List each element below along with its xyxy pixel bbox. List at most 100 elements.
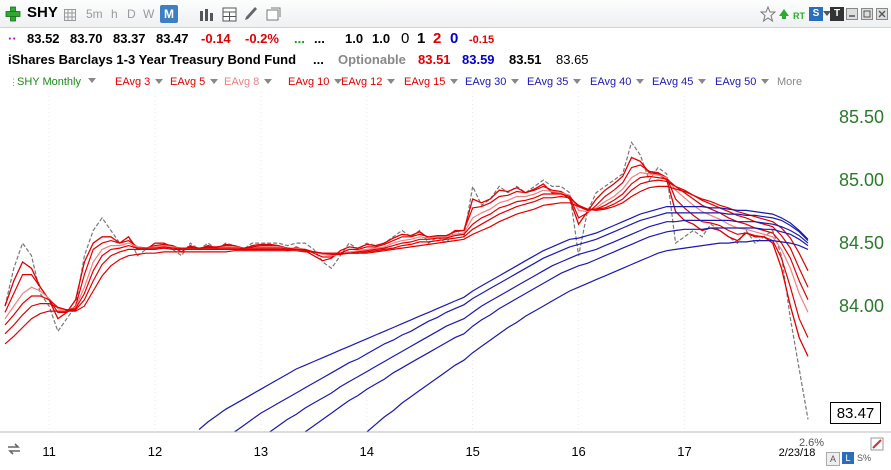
legend-dropdown-icon[interactable]	[387, 79, 395, 85]
s-dropdown-icon[interactable]	[823, 11, 831, 17]
high-value: 83.70	[70, 31, 103, 46]
price-chart[interactable]: 85.50 85.00 84.50 84.00 11 12 13 14 15 16 17 2/23/…	[0, 92, 891, 470]
legend-item-eavg[interactable]: EAvg 30	[465, 76, 507, 88]
t-badge[interactable]: T	[830, 7, 844, 21]
optionable-label: Optionable	[338, 52, 406, 67]
legend-dropdown-icon[interactable]	[450, 79, 458, 85]
x-tick-label: 17	[677, 444, 691, 459]
s-badge[interactable]: S	[809, 7, 823, 21]
timeframe-d[interactable]: D	[127, 7, 136, 21]
change-pct-value: -0.2%	[245, 31, 279, 46]
note-icon[interactable]	[266, 7, 281, 21]
y-tick-label: 84.00	[839, 296, 884, 316]
l-toggle[interactable]: L	[842, 452, 854, 464]
quote-row: ·· 83.52 83.70 83.37 83.47 -0.14 -0.2% .…	[0, 30, 891, 51]
x-tick-label: 11	[42, 444, 56, 459]
eavg-line	[304, 227, 809, 433]
legend-item-eavg[interactable]: EAvg 40	[590, 76, 632, 88]
bid-value: 83.51	[418, 52, 451, 67]
legend-more-button[interactable]: More	[777, 76, 803, 88]
count-1: 1	[417, 30, 426, 47]
realtime-badge[interactable]: RT	[793, 11, 805, 21]
calculator-icon[interactable]	[222, 7, 237, 22]
last-value: 83.51	[509, 52, 542, 67]
eavg-line	[234, 212, 809, 433]
legend-item-eavg[interactable]: EAvg 8	[224, 76, 260, 88]
legend-dropdown-icon[interactable]	[636, 79, 644, 85]
legend-item-eavg[interactable]: EAvg 15	[404, 76, 446, 88]
legend-item-eavg[interactable]: EAvg 35	[527, 76, 569, 88]
fund-name: iShares Barclays 1-3 Year Treasury Bond …	[8, 52, 297, 67]
timeframe-5m[interactable]: 5m	[86, 7, 103, 21]
series-layer	[4, 141, 809, 433]
a-toggle[interactable]: A	[826, 452, 840, 466]
x-tick-label: 16	[571, 444, 585, 459]
small-change: -0.15	[469, 34, 495, 46]
x-tick-label: 13	[254, 444, 268, 459]
x-tick-label: 12	[148, 444, 162, 459]
plot-area	[0, 92, 826, 432]
y-axis: 85.50 85.00 84.50 84.00	[839, 107, 884, 316]
legend-handle-icon[interactable]: ⋮	[9, 77, 18, 87]
value-2: 1.0	[372, 31, 391, 46]
legend-item-eavg[interactable]: EAvg 50	[715, 76, 757, 88]
eavg-line	[269, 219, 809, 433]
timeframe-h[interactable]: h	[111, 7, 118, 21]
maximize-icon[interactable]	[861, 8, 873, 20]
x-tick-label: 14	[360, 444, 374, 459]
count-2: 2	[433, 30, 442, 47]
legend-dropdown-icon[interactable]	[155, 79, 163, 85]
quote-dots: ··	[8, 31, 17, 46]
dots-black: ...	[314, 31, 325, 46]
star-icon[interactable]	[760, 6, 776, 22]
x-tick-label: 15	[465, 444, 479, 459]
other-value: 83.65	[556, 52, 589, 67]
grid-dots	[48, 92, 685, 432]
low-value: 83.37	[113, 31, 146, 46]
legend-item-eavg[interactable]: EAvg 5	[170, 76, 206, 88]
legend-dropdown-icon[interactable]	[264, 79, 272, 85]
legend-dropdown-icon[interactable]	[210, 79, 218, 85]
legend-dropdown-icon[interactable]	[334, 79, 342, 85]
pencil-icon[interactable]	[244, 6, 258, 22]
x-axis: 11 12 13 14 15 16 17 2/23/18	[42, 444, 815, 459]
legend-item-eavg[interactable]: EAvg 10	[288, 76, 330, 88]
timeframe-m[interactable]: M	[160, 5, 178, 23]
s-pct-toggle[interactable]: S%	[856, 453, 871, 463]
indicator-legend: ⋮ SHY Monthly EAvg 3 EAvg 5 EAvg 8 EAvg 10 E…	[0, 74, 891, 92]
legend-symbol-dropdown-icon[interactable]	[88, 75, 96, 87]
grid-icon[interactable]	[64, 9, 76, 21]
add-symbol-icon[interactable]	[5, 6, 21, 22]
settings-icon[interactable]	[870, 437, 884, 451]
value-1: 1.0	[345, 31, 364, 46]
close-icon[interactable]	[876, 8, 888, 20]
timeframe-w[interactable]: W	[143, 7, 155, 21]
legend-dropdown-icon[interactable]	[761, 79, 769, 85]
info-dots: ...	[313, 52, 324, 67]
legend-dropdown-icon[interactable]	[573, 79, 581, 85]
eavg-line	[4, 185, 809, 345]
count-3: 0	[450, 30, 459, 47]
eavg-line	[198, 206, 809, 430]
refresh-icon[interactable]	[6, 442, 22, 456]
eavg-line	[366, 240, 809, 433]
legend-dropdown-icon[interactable]	[698, 79, 706, 85]
y-tick-label: 84.50	[839, 233, 884, 253]
legend-item-eavg[interactable]: EAvg 45	[652, 76, 694, 88]
toolbar: SHY 5m h D W M RT S T	[0, 0, 891, 28]
up-arrow-icon[interactable]	[778, 8, 790, 20]
legend-item-eavg[interactable]: EAvg 12	[341, 76, 383, 88]
info-row: iShares Barclays 1-3 Year Treasury Bond …	[0, 52, 891, 72]
change-value: -0.14	[201, 31, 231, 46]
bar-chart-icon[interactable]	[199, 8, 215, 21]
y-tick-label: 85.00	[839, 170, 884, 190]
legend-symbol[interactable]: SHY Monthly	[17, 76, 81, 88]
pct-label: 2.6%	[799, 437, 825, 449]
close-value: 83.47	[156, 31, 189, 46]
legend-item-eavg[interactable]: EAvg 3	[115, 76, 151, 88]
ticker-symbol[interactable]: SHY	[27, 4, 58, 21]
minimize-icon[interactable]	[846, 8, 858, 20]
legend-dropdown-icon[interactable]	[511, 79, 519, 85]
dots-green: ...	[294, 31, 305, 46]
ask-value: 83.59	[462, 52, 495, 67]
